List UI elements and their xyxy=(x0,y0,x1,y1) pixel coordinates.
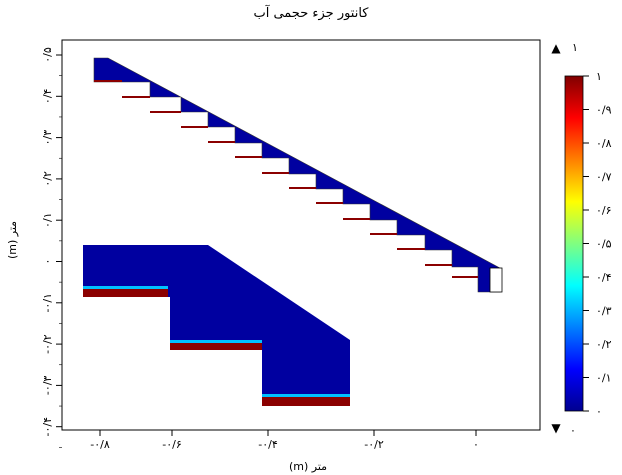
colorbar-tick-label: ۰/۵ xyxy=(596,238,612,251)
x-tick-label: -۰/۶ xyxy=(162,438,182,451)
colorbar-min-marker: ▼ xyxy=(551,421,561,435)
x-tick-label: ۰ xyxy=(473,438,479,451)
x-tick-label: -۰/۸ xyxy=(90,438,110,451)
outlet-block xyxy=(489,267,503,293)
x-axis-ticks: -۰/۸ -۰/۶ -۰/۴ -۰/۲ ۰ xyxy=(90,430,479,451)
x-tick-label: -۰/۴ xyxy=(258,438,278,451)
plot-title: کانتور جزء حجمی آب xyxy=(253,6,369,21)
colorbar-tick-label: ۰/۸ xyxy=(596,137,612,150)
y-tick-label: ۰/۲ xyxy=(41,171,54,187)
y-tick-label: -۰/۴ xyxy=(41,417,54,437)
colorbar-ticks: ۱ ۰/۹ ۰/۸ ۰/۷ ۰/۶ ۰/۵ ۰/۴ ۰/۳ ۰/۲ ۰/۱ ۰ xyxy=(583,70,612,418)
colorbar-tick-label: ۱ xyxy=(596,70,602,83)
x-tick-label: -۰/۲ xyxy=(364,438,384,451)
colorbar-min-value: ۰ xyxy=(570,424,576,437)
y-tick-label: ۰ xyxy=(41,259,54,265)
y-tick-label: ۰/۱ xyxy=(41,212,54,228)
colorbar-tick-label: ۰/۳ xyxy=(596,305,612,318)
y-tick-label: ۰/۳ xyxy=(41,130,54,146)
colorbar-tick-label: ۰/۱ xyxy=(596,372,612,385)
y-tick-label: -۰/۲ xyxy=(41,334,54,354)
upper-step-water xyxy=(94,80,478,278)
colorbar-max-marker: ▲ xyxy=(551,41,561,55)
colorbar-tick-label: ۰/۶ xyxy=(596,204,612,217)
colorbar xyxy=(564,75,584,412)
plot-frame xyxy=(61,39,541,431)
colorbar-tick-label: ۰/۷ xyxy=(596,171,612,184)
y-axis-ticks: ۰/۵ ۰/۴ ۰/۳ ۰/۲ ۰/۱ ۰ -۰/۱ -۰/۲ -۰/۳ -۰/۴ xyxy=(41,47,62,448)
colorbar-max-value: ۱ xyxy=(572,41,578,54)
lower-basin-water xyxy=(83,286,350,406)
y-tick-label: -۰/۱ xyxy=(41,293,54,313)
y-axis-title: متر (m) xyxy=(6,221,19,259)
colorbar-tick-label: ۰/۴ xyxy=(596,271,612,284)
y-tick-label: ۰/۴ xyxy=(41,88,54,104)
colorbar-tick-label: ۰/۹ xyxy=(596,104,612,117)
y-tick-label: -۰/۳ xyxy=(41,376,54,396)
lower-basin-domain xyxy=(83,245,350,406)
y-tick-label: ۰/۵ xyxy=(41,47,54,63)
x-axis-title: متر (m) xyxy=(289,460,327,473)
colorbar-tick-label: ۰ xyxy=(596,405,602,418)
colorbar-tick-label: ۰/۲ xyxy=(596,338,612,351)
